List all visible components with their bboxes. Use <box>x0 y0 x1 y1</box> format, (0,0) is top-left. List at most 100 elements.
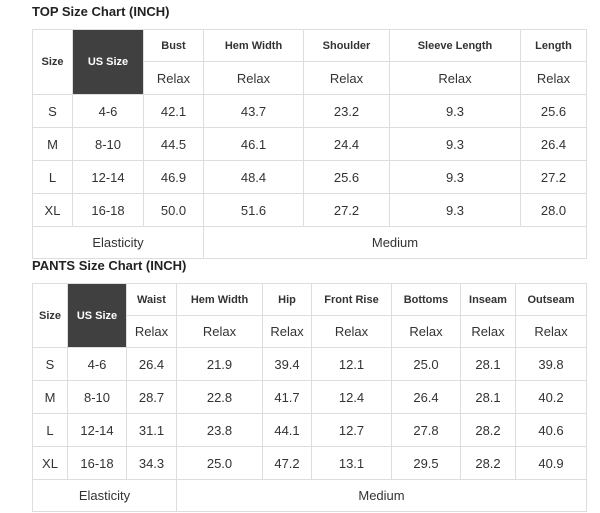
data-cell: S <box>32 347 68 381</box>
data-cell: XL <box>32 446 68 480</box>
header-cell: Waist <box>126 283 177 316</box>
data-cell: 39.8 <box>515 347 587 381</box>
table-row: XL 16-18 34.3 25.0 47.2 13.1 29.5 28.2 40.9 <box>32 446 587 480</box>
subheader-cell: Relax <box>303 61 390 95</box>
data-cell: 25.6 <box>520 94 587 128</box>
data-cell: 25.6 <box>303 160 390 194</box>
header-cell: Inseam <box>460 283 516 316</box>
section-title: TOP Size Chart (INCH) <box>32 4 170 19</box>
data-cell: 40.2 <box>515 380 587 414</box>
data-cell: 24.4 <box>303 127 390 161</box>
data-cell: 9.3 <box>389 94 521 128</box>
data-cell: 16-18 <box>67 446 127 480</box>
subheader-cell: Relax <box>126 315 177 348</box>
data-cell: 51.6 <box>203 193 304 227</box>
footer-cell: Elasticity <box>32 226 204 259</box>
data-cell: 50.0 <box>143 193 204 227</box>
data-cell: 41.7 <box>262 380 312 414</box>
data-cell: 25.0 <box>176 446 263 480</box>
header-cell: Bust <box>143 29 204 62</box>
table-row: L 12-14 46.9 48.4 25.6 9.3 27.2 <box>32 160 587 194</box>
table-row: Relax Relax Relax Relax Relax <box>33 61 587 95</box>
size-table: Size US Size Waist Hem Width Hip Front Rise Bo… <box>32 283 587 512</box>
data-cell: 43.7 <box>203 94 304 128</box>
data-cell: 25.0 <box>391 347 461 381</box>
data-cell: L <box>32 160 73 194</box>
data-cell: 28.1 <box>460 347 516 381</box>
data-cell: 12-14 <box>67 413 127 447</box>
data-cell: 8-10 <box>67 380 127 414</box>
data-cell: 21.9 <box>176 347 263 381</box>
header-cell: Hem Width <box>203 29 304 62</box>
subheader-cell: Relax <box>203 61 304 95</box>
data-cell: M <box>32 380 68 414</box>
subheader-cell: Relax <box>176 315 263 348</box>
subheader-cell: Relax <box>262 315 312 348</box>
data-cell: 9.3 <box>389 127 521 161</box>
data-cell: 12.7 <box>311 413 392 447</box>
data-cell: 46.1 <box>203 127 304 161</box>
header-cell: Front Rise <box>311 283 392 316</box>
header-cell: Size <box>32 283 68 348</box>
data-cell: 34.3 <box>126 446 177 480</box>
header-cell: Size <box>32 29 73 95</box>
data-cell: 8-10 <box>72 127 144 161</box>
data-cell: 27.2 <box>520 160 587 194</box>
header-cell: US Size <box>72 29 144 95</box>
data-cell: L <box>32 413 68 447</box>
data-cell: 44.1 <box>262 413 312 447</box>
table-row: XL 16-18 50.0 51.6 27.2 9.3 28.0 <box>32 193 587 227</box>
data-cell: 27.2 <box>303 193 390 227</box>
data-cell: 46.9 <box>143 160 204 194</box>
data-cell: 26.4 <box>126 347 177 381</box>
data-cell: 28.2 <box>460 446 516 480</box>
data-cell: 23.8 <box>176 413 263 447</box>
header-cell: Sleeve Length <box>389 29 521 62</box>
data-cell: 29.5 <box>391 446 461 480</box>
header-cell: Shoulder <box>303 29 390 62</box>
footer-cell: Elasticity <box>32 479 177 512</box>
data-cell: 42.1 <box>143 94 204 128</box>
data-cell: 40.9 <box>515 446 587 480</box>
data-cell: M <box>32 127 73 161</box>
subheader-cell: Relax <box>460 315 516 348</box>
data-cell: 12-14 <box>72 160 144 194</box>
data-cell: S <box>32 94 73 128</box>
data-cell: 28.1 <box>460 380 516 414</box>
header-cell: Hip <box>262 283 312 316</box>
data-cell: 27.8 <box>391 413 461 447</box>
data-cell: 44.5 <box>143 127 204 161</box>
table-row: Elasticity Medium <box>32 479 587 512</box>
data-cell: 13.1 <box>311 446 392 480</box>
subheader-cell: Relax <box>515 315 587 348</box>
table-row: S 4-6 26.4 21.9 39.4 12.1 25.0 28.1 39.8 <box>32 347 587 381</box>
data-cell: 12.1 <box>311 347 392 381</box>
data-cell: 23.2 <box>303 94 390 128</box>
table-row: Relax Relax Relax Relax Relax Relax Relax <box>33 315 587 348</box>
footer-cell: Medium <box>203 226 587 259</box>
subheader-cell: Relax <box>389 61 521 95</box>
data-cell: 28.7 <box>126 380 177 414</box>
data-cell: 26.4 <box>520 127 587 161</box>
table-row: L 12-14 31.1 23.8 44.1 12.7 27.8 28.2 40.6 <box>32 413 587 447</box>
table-row: S 4-6 42.1 43.7 23.2 9.3 25.6 <box>32 94 587 128</box>
subheader-cell: Relax <box>391 315 461 348</box>
data-cell: 9.3 <box>389 193 521 227</box>
data-cell: 28.0 <box>520 193 587 227</box>
data-cell: 48.4 <box>203 160 304 194</box>
subheader-cell: Relax <box>520 61 587 95</box>
subheader-cell: Relax <box>143 61 204 95</box>
data-cell: 39.4 <box>262 347 312 381</box>
data-cell: 4-6 <box>72 94 144 128</box>
data-cell: 40.6 <box>515 413 587 447</box>
table-row: Elasticity Medium <box>32 226 587 259</box>
data-cell: 31.1 <box>126 413 177 447</box>
table-row: Size US Size Bust Hem Width Shoulder Sleeve L… <box>32 29 587 95</box>
data-cell: 47.2 <box>262 446 312 480</box>
section-title: PANTS Size Chart (INCH) <box>32 258 187 273</box>
size-table: Size US Size Bust Hem Width Shoulder Sleeve L… <box>32 29 587 259</box>
table-row: Size US Size Waist Hem Width Hip Front Rise Bo… <box>32 283 587 348</box>
data-cell: 12.4 <box>311 380 392 414</box>
header-cell: Bottoms <box>391 283 461 316</box>
